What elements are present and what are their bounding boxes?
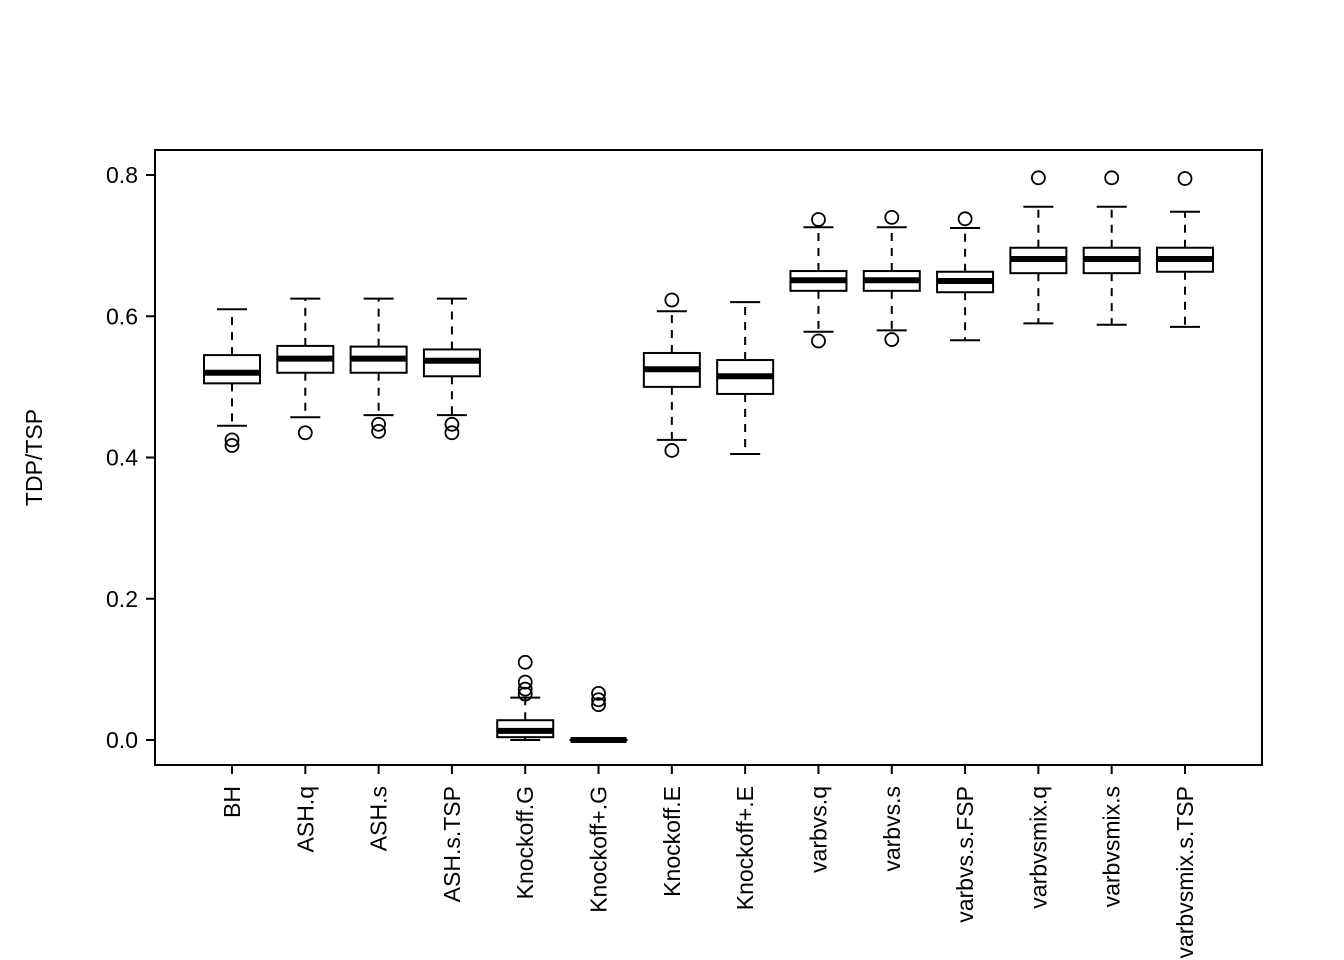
x-category-label: ASH.s — [366, 786, 392, 851]
x-category-label: Knockoff.G — [512, 786, 538, 899]
outlier-point — [884, 332, 900, 347]
x-category-label: varbvsmix.s — [1099, 786, 1125, 907]
outlier-point — [297, 425, 313, 441]
outlier-point — [664, 292, 680, 308]
outlier-point — [957, 211, 973, 227]
outlier-point — [224, 438, 240, 453]
y-tick-label: 0.6 — [106, 303, 138, 329]
y-tick-label: 0.0 — [106, 727, 138, 753]
outlier-point — [224, 432, 240, 448]
x-category-label: ASH.q — [292, 786, 318, 852]
y-tick-label: 0.8 — [106, 162, 138, 188]
outlier-point — [811, 212, 826, 227]
outlier-point — [664, 443, 680, 458]
outlier-point — [1104, 170, 1120, 186]
y-tick-label: 0.2 — [106, 586, 138, 612]
x-category-label: varbvsmix.s.TSP — [1172, 786, 1198, 959]
x-category-label: ASH.s.TSP — [439, 786, 465, 902]
outlier-point — [884, 209, 900, 225]
outlier-point — [517, 654, 533, 670]
outlier-point — [517, 686, 533, 702]
x-category-label: Knockoff.E — [659, 786, 685, 897]
y-axis-title: TDP/TSP — [21, 409, 47, 506]
outlier-point — [371, 416, 387, 432]
y-tick-label: 0.4 — [106, 445, 138, 471]
outlier-point — [591, 685, 606, 701]
outlier-point — [1177, 171, 1193, 186]
x-category-label: varbvsmix.q — [1025, 786, 1051, 909]
outlier-point — [1030, 170, 1046, 186]
outlier-point — [811, 333, 826, 349]
x-category-label: varbvs.s.FSP — [952, 786, 978, 923]
iqr-box — [203, 354, 261, 385]
outlier-point — [517, 674, 533, 690]
x-category-label: BH — [219, 786, 245, 818]
x-category-label: Knockoff+.E — [732, 786, 758, 910]
outlier-point — [591, 697, 606, 713]
x-category-label: varbvs.q — [805, 786, 831, 873]
outlier-point — [591, 692, 606, 708]
outlier-point — [371, 423, 387, 439]
x-category-label: varbvs.s — [879, 786, 905, 872]
outlier-point — [444, 425, 460, 441]
outlier-point — [517, 681, 533, 697]
x-category-label: Knockoff+.G — [586, 786, 612, 913]
outlier-point — [444, 416, 460, 432]
